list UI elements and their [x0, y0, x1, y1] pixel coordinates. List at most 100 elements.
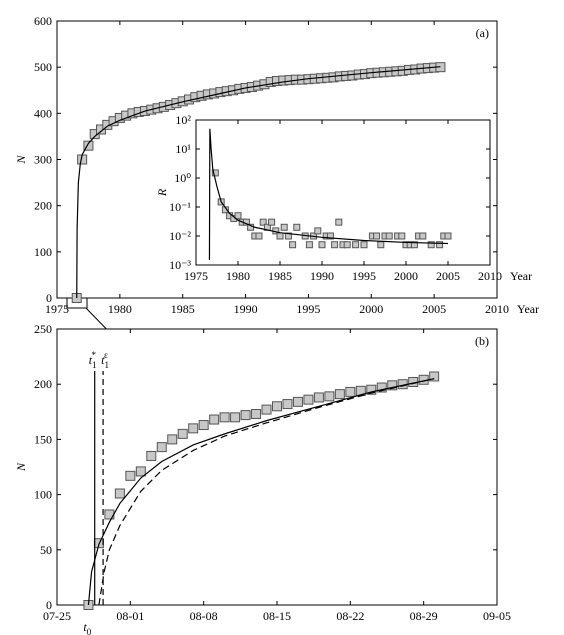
- marker: [366, 384, 377, 395]
- marker: [234, 212, 242, 220]
- x-axis-label: Year: [517, 302, 539, 316]
- marker: [436, 241, 444, 249]
- time-marker-label: t1*: [89, 350, 97, 370]
- marker: [293, 223, 301, 231]
- x-tick-label: 1990: [310, 269, 334, 283]
- time-marker-label-sup: *: [92, 350, 97, 360]
- marker: [324, 391, 335, 402]
- marker: [427, 241, 435, 249]
- x-tick-label: 09-05: [483, 609, 511, 623]
- y-tick-label: 10⁻³: [169, 258, 191, 272]
- time-marker-label-sub: 1: [104, 360, 109, 370]
- x-tick-label: 1975: [45, 302, 69, 316]
- marker: [135, 466, 146, 477]
- x-tick-label: 2005: [422, 302, 446, 316]
- marker: [429, 371, 440, 382]
- y-tick-label: 100: [34, 488, 52, 502]
- marker: [387, 380, 398, 391]
- marker: [373, 232, 381, 240]
- marker: [345, 386, 356, 397]
- panel-label: (b): [475, 334, 489, 348]
- time-marker-label-base: t: [101, 353, 105, 367]
- marker: [261, 404, 272, 415]
- marker: [377, 241, 385, 249]
- marker: [284, 232, 292, 240]
- x-tick-label: 1975: [184, 269, 208, 283]
- x-tick-label: 1985: [171, 302, 195, 316]
- marker: [198, 420, 209, 431]
- marker: [334, 389, 345, 400]
- fit-curve: [87, 378, 435, 606]
- marker: [177, 428, 188, 439]
- x-tick-label: 2010: [485, 302, 509, 316]
- marker: [219, 412, 230, 423]
- marker: [276, 232, 284, 240]
- marker: [335, 218, 343, 226]
- time-marker-label-sub: 1: [92, 360, 97, 370]
- marker: [83, 140, 94, 151]
- x-tick-label: 2000: [359, 302, 383, 316]
- origin-label-sub: 0: [87, 627, 92, 635]
- x-tick-label: 08-29: [410, 609, 438, 623]
- y-tick-label: 10⁻²: [169, 229, 191, 243]
- y-tick-label: 250: [34, 322, 52, 336]
- y-tick-label: 10²: [175, 113, 191, 127]
- marker: [398, 232, 406, 240]
- marker: [156, 442, 167, 453]
- x-axis-label: Year: [510, 269, 532, 283]
- marker: [305, 241, 313, 249]
- marker: [240, 410, 251, 421]
- marker: [280, 223, 288, 231]
- marker: [272, 401, 282, 412]
- marker: [289, 241, 297, 249]
- y-tick-label: 300: [34, 153, 52, 167]
- x-tick-label: 1980: [226, 269, 250, 283]
- marker: [444, 232, 452, 240]
- fit-curve: [76, 66, 441, 299]
- marker: [255, 232, 263, 240]
- y-tick-label: 0: [46, 291, 52, 305]
- time-marker-label-base: t: [89, 353, 93, 367]
- origin-label: t0: [83, 620, 91, 635]
- y-tick-label: 200: [34, 377, 52, 391]
- marker: [251, 409, 262, 420]
- x-tick-label: 1980: [108, 302, 132, 316]
- panel-label: (a): [476, 26, 489, 40]
- marker: [318, 241, 326, 249]
- marker: [114, 488, 125, 499]
- x-tick-label: 2000: [394, 269, 418, 283]
- marker: [419, 232, 427, 240]
- marker: [360, 241, 368, 249]
- y-tick-label: 150: [34, 432, 52, 446]
- y-tick-label: 500: [34, 60, 52, 74]
- x-tick-label: 1995: [296, 302, 320, 316]
- y-axis-label: N: [14, 462, 28, 472]
- x-tick-label: 1995: [352, 269, 376, 283]
- x-tick-label: 08-22: [336, 609, 364, 623]
- fit-curve-dashed: [98, 378, 435, 606]
- marker: [343, 241, 351, 249]
- y-tick-label: 400: [34, 106, 52, 120]
- plot-area: [195, 119, 491, 266]
- marker: [331, 241, 339, 249]
- x-tick-label: 2010: [478, 269, 502, 283]
- marker: [376, 382, 387, 393]
- y-tick-label: 10¹: [175, 142, 191, 156]
- origin-label-base: t: [83, 620, 87, 634]
- marker: [385, 232, 393, 240]
- marker: [211, 169, 219, 177]
- marker: [314, 227, 322, 235]
- y-tick-label: 0: [46, 598, 52, 612]
- marker: [146, 450, 157, 461]
- marker: [326, 232, 334, 240]
- marker: [188, 423, 199, 434]
- marker: [268, 218, 276, 226]
- y-tick-label: 10⁰: [174, 171, 191, 185]
- y-axis-label: R: [155, 188, 169, 197]
- marker: [167, 434, 178, 445]
- y-tick-label: 600: [34, 14, 52, 28]
- plot-area: [56, 328, 498, 606]
- y-tick-label: 50: [40, 543, 52, 557]
- marker: [292, 396, 303, 407]
